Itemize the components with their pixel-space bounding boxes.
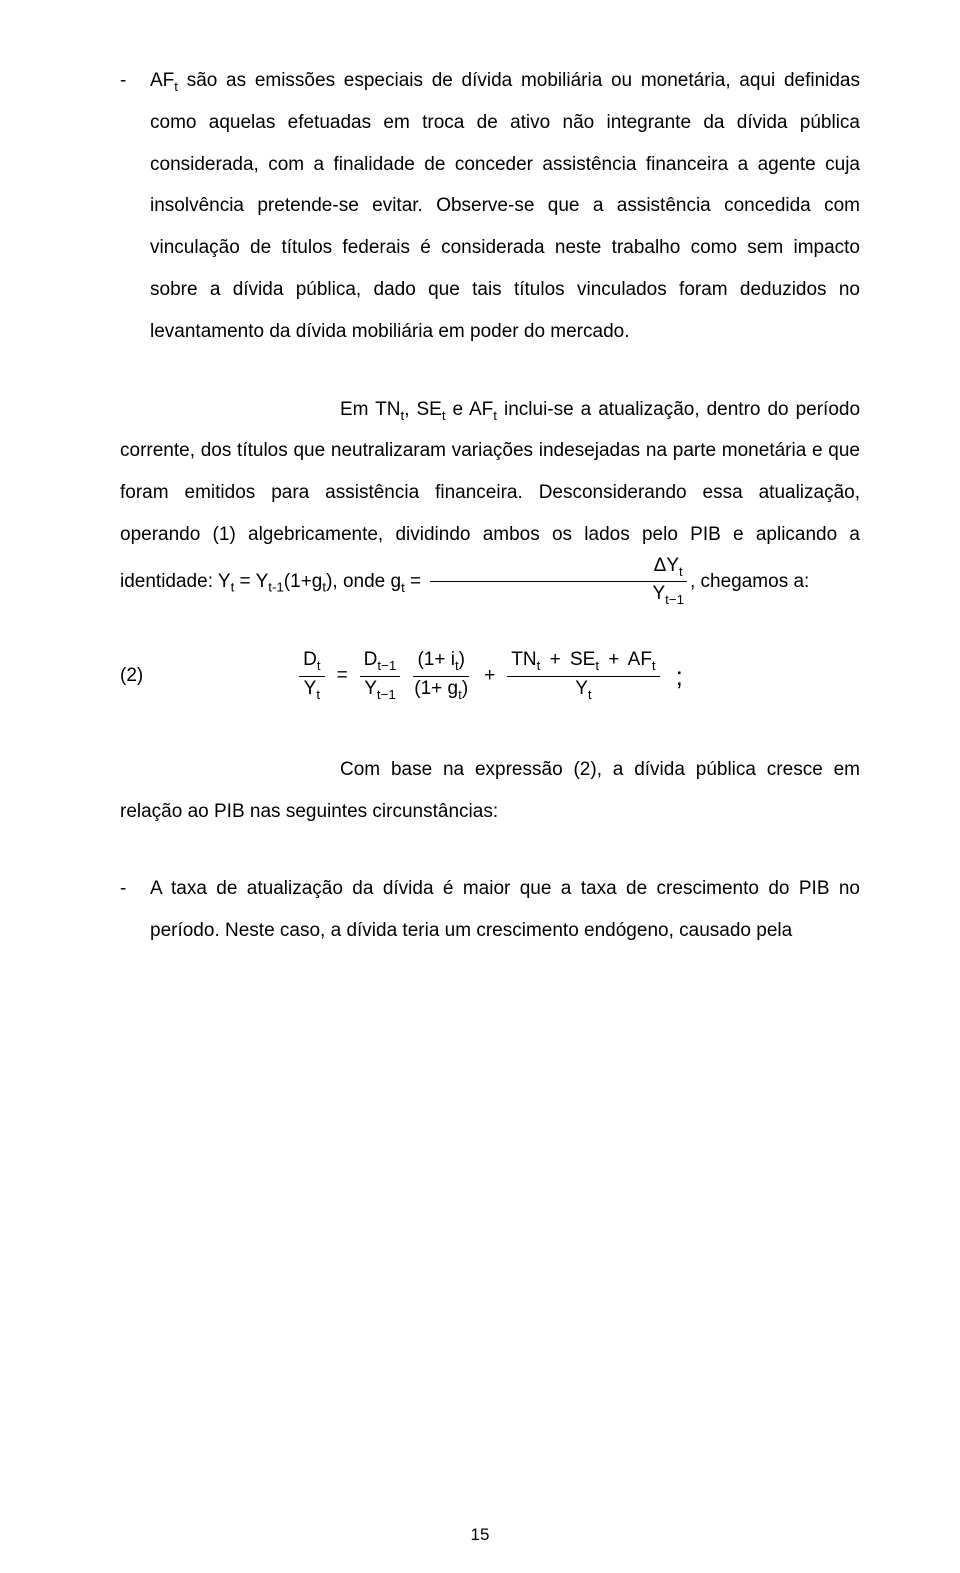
g-var: g xyxy=(391,571,402,592)
y-sub: t xyxy=(316,687,320,702)
af-symbol: AF xyxy=(150,70,174,91)
frac-tn-se-af: TNt + SEt + AFt Yt xyxy=(507,650,659,702)
close2: ) xyxy=(462,678,468,699)
para-conclusion: Com base na expressão (2), a dívida públ… xyxy=(120,749,860,833)
frac-y1-den: Yt−1 xyxy=(360,677,400,702)
se-sym: SE xyxy=(570,649,595,670)
p2-sub5: t-1 xyxy=(268,580,284,595)
frac-d-y-den: Yt xyxy=(300,677,324,702)
y1-sub: t−1 xyxy=(377,687,396,702)
one-plus-i: (1+ i xyxy=(417,649,455,670)
equation-2: (2) Dt Yt = Dt−1 Yt−1 (1+ it) (1+ gt) + … xyxy=(120,648,860,705)
one-plus-g: (1+ g xyxy=(414,678,458,699)
frac-d-y-num: Dt xyxy=(299,650,324,676)
y-sym: Y xyxy=(304,678,317,699)
semicolon: ; xyxy=(668,648,683,705)
frac-d-y: Dt Yt xyxy=(299,650,324,702)
equation-number: (2) xyxy=(120,655,180,697)
tn-sub: t xyxy=(537,658,541,673)
d-sym: D xyxy=(303,649,317,670)
d1-sub: t−1 xyxy=(377,658,396,673)
frac-d1-num: Dt−1 xyxy=(360,650,401,676)
p2-h: , chegamos a: xyxy=(690,571,809,592)
d1-sym: D xyxy=(364,649,378,670)
af-text: são as emissões especiais de dívida mobi… xyxy=(150,70,860,342)
p2-e: = Y xyxy=(234,571,268,592)
fraction-dy-y: ΔYtYt−1 xyxy=(428,556,688,608)
tn-sym: TN xyxy=(511,649,536,670)
p2-a: Em TN xyxy=(340,399,400,420)
page-number: 15 xyxy=(0,1516,960,1553)
para-inline-math: Em TNt, SEt e AFt inclui-se a atualizaçã… xyxy=(120,389,860,608)
frac-i-num: (1+ it) xyxy=(413,650,469,676)
af-sub2: t xyxy=(652,658,656,673)
y1-sym: Y xyxy=(364,678,377,699)
plus2: + xyxy=(546,649,565,670)
frac-den: Yt−1 xyxy=(428,582,688,607)
se-sub: t xyxy=(595,658,599,673)
eq-sign: = xyxy=(405,571,427,592)
frac-num: ΔYt xyxy=(430,556,687,582)
bullet-af-definition: - AFt são as emissões especiais de dívid… xyxy=(120,60,860,353)
bullet-body: AFt são as emissões especiais de dívida … xyxy=(150,60,860,353)
frac-i-g: (1+ it) (1+ gt) xyxy=(410,650,472,702)
y-sym2: Y xyxy=(575,678,588,699)
close1: ) xyxy=(459,649,465,670)
inline-equation-g: gt = ΔYtYt−1 xyxy=(391,571,690,592)
frac-y-den2: Yt xyxy=(571,677,595,702)
eq-sign-main: = xyxy=(333,655,352,697)
frac-tn-num: TNt + SEt + AFt xyxy=(507,650,659,676)
p2-f: (1+g xyxy=(284,571,323,592)
delta-y: ΔY xyxy=(654,555,679,576)
frac-d1-y1: Dt−1 Yt−1 xyxy=(360,650,401,702)
p2-c: e AF xyxy=(446,399,494,420)
p2-g: ), onde xyxy=(326,571,390,592)
y-den: Y xyxy=(652,583,665,604)
bullet-body-2: A taxa de atualização da dívida é maior … xyxy=(150,868,860,952)
plus3: + xyxy=(604,649,623,670)
d-sub: t xyxy=(317,658,321,673)
bullet-tax-rate: - A taxa de atualização da dívida é maio… xyxy=(120,868,860,952)
plus-sign: + xyxy=(480,655,499,697)
list-dash-2: - xyxy=(120,868,150,952)
page-container: - AFt são as emissões especiais de dívid… xyxy=(0,0,960,1573)
p2-b: , SE xyxy=(404,399,442,420)
y-sub2: t xyxy=(588,687,592,702)
list-dash: - xyxy=(120,60,150,353)
y-den-sub: t−1 xyxy=(665,592,684,607)
af-sym2: AF xyxy=(628,649,652,670)
frac-g-den: (1+ gt) xyxy=(410,677,472,702)
delta-y-sub: t xyxy=(679,564,683,579)
equation-body: Dt Yt = Dt−1 Yt−1 (1+ it) (1+ gt) + TNt … xyxy=(180,648,860,705)
